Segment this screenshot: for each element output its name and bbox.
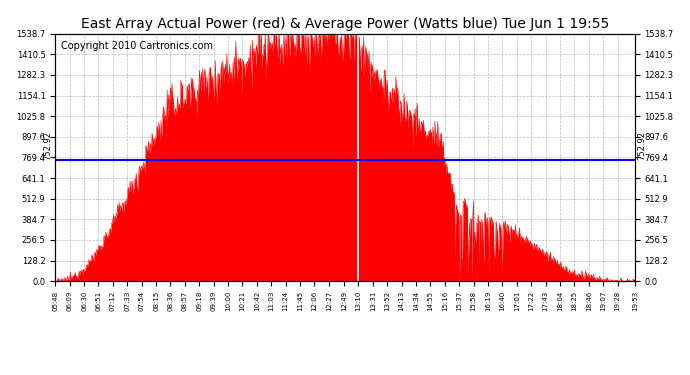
Text: 752.92: 752.92: [638, 131, 647, 160]
Title: East Array Actual Power (red) & Average Power (Watts blue) Tue Jun 1 19:55: East Array Actual Power (red) & Average …: [81, 17, 609, 31]
Text: Copyright 2010 Cartronics.com: Copyright 2010 Cartronics.com: [61, 41, 213, 51]
Text: 752.92: 752.92: [43, 131, 52, 160]
